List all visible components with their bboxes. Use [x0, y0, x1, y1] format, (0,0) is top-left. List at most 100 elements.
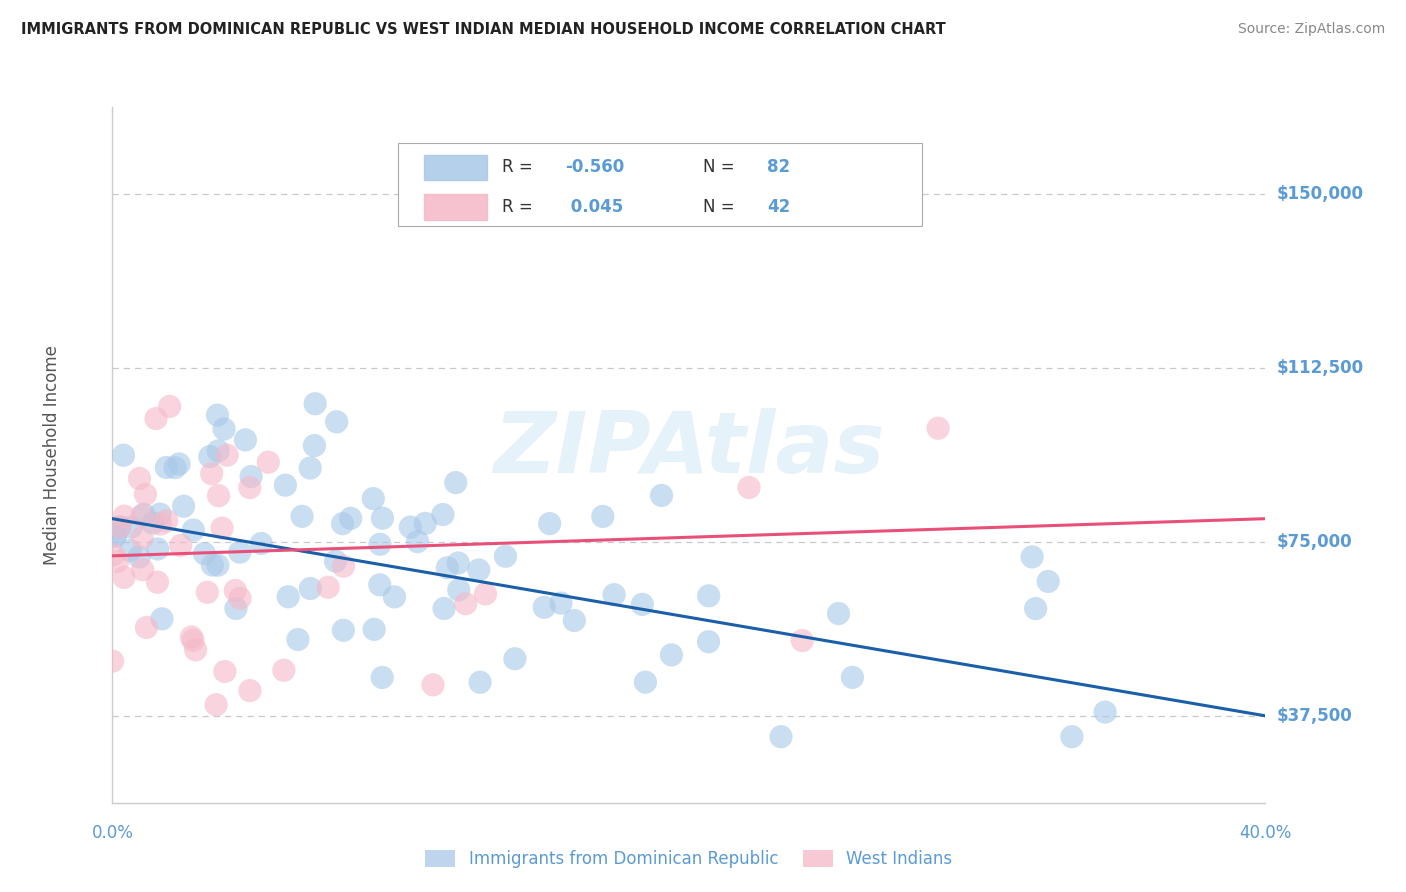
Text: N =: N =	[703, 159, 740, 177]
Point	[128, 549, 150, 564]
Point	[1060, 730, 1083, 744]
Point	[159, 400, 181, 414]
Point	[304, 397, 326, 411]
Point	[603, 588, 626, 602]
Point	[1094, 705, 1116, 719]
Point	[332, 624, 354, 638]
Point	[108, 520, 131, 534]
Point	[131, 563, 153, 577]
Point	[212, 422, 235, 436]
Point	[229, 591, 252, 606]
Point	[217, 448, 239, 462]
Point	[184, 643, 207, 657]
Point	[257, 455, 280, 469]
Point	[229, 545, 252, 559]
Point	[316, 580, 339, 594]
Point	[273, 663, 295, 677]
Point	[299, 461, 322, 475]
Point	[384, 590, 406, 604]
Point	[235, 433, 257, 447]
Legend: Immigrants from Dominican Republic, West Indians: Immigrants from Dominican Republic, West…	[419, 843, 959, 874]
Point	[447, 582, 470, 597]
Point	[239, 481, 262, 495]
Point	[107, 555, 129, 569]
Point	[697, 634, 720, 648]
Point	[103, 548, 125, 562]
Point	[592, 509, 614, 524]
Point	[447, 556, 470, 570]
Point	[149, 507, 172, 521]
Point	[769, 730, 792, 744]
Point	[104, 527, 127, 541]
Text: Source: ZipAtlas.com: Source: ZipAtlas.com	[1237, 22, 1385, 37]
Point	[274, 478, 297, 492]
Point	[406, 534, 429, 549]
Point	[240, 469, 263, 483]
Point	[142, 516, 165, 530]
Point	[207, 444, 229, 458]
Point	[827, 607, 849, 621]
Point	[792, 633, 814, 648]
Point	[146, 575, 169, 590]
Point	[468, 675, 491, 690]
Point	[207, 489, 229, 503]
Point	[432, 508, 454, 522]
Text: ZIPAtlas: ZIPAtlas	[494, 408, 884, 491]
Text: $150,000: $150,000	[1277, 185, 1364, 203]
Text: $112,500: $112,500	[1277, 359, 1364, 377]
Point	[201, 467, 224, 481]
Point	[134, 487, 156, 501]
Point	[112, 448, 135, 462]
Point	[225, 601, 247, 615]
Point	[131, 531, 153, 545]
Point	[112, 570, 135, 584]
Point	[304, 439, 326, 453]
Point	[131, 508, 153, 523]
Point	[697, 589, 720, 603]
Point	[156, 514, 179, 528]
Point	[361, 491, 384, 506]
Point	[108, 520, 131, 534]
Point	[183, 523, 205, 537]
Point	[325, 415, 347, 429]
Point	[631, 598, 654, 612]
Point	[454, 597, 477, 611]
Point	[149, 516, 172, 531]
Point	[193, 547, 215, 561]
Text: $75,000: $75,000	[1277, 533, 1353, 551]
Text: -0.560: -0.560	[565, 159, 624, 177]
Point	[198, 450, 221, 464]
Point	[201, 558, 224, 572]
FancyBboxPatch shape	[398, 143, 922, 227]
Bar	[423, 154, 486, 180]
Point	[368, 578, 391, 592]
Point	[332, 559, 354, 574]
Point	[287, 632, 309, 647]
Text: Median Household Income: Median Household Income	[42, 345, 60, 565]
Point	[205, 698, 228, 712]
Point	[239, 683, 262, 698]
Point	[339, 511, 361, 525]
Point	[135, 620, 157, 634]
Point	[738, 481, 761, 495]
Point	[1036, 574, 1059, 589]
Bar	[423, 194, 486, 219]
Point	[371, 511, 394, 525]
Point	[436, 561, 458, 575]
Point	[1025, 601, 1047, 615]
Point	[132, 507, 155, 521]
Text: 0.045: 0.045	[565, 198, 623, 216]
Point	[399, 520, 422, 534]
Point	[181, 633, 204, 648]
Text: R =: R =	[502, 159, 537, 177]
Point	[214, 665, 236, 679]
Point	[145, 411, 167, 425]
Text: 40.0%: 40.0%	[1239, 823, 1292, 842]
Point	[538, 516, 561, 531]
Point	[841, 670, 863, 684]
Point	[503, 651, 526, 665]
Text: IMMIGRANTS FROM DOMINICAN REPUBLIC VS WEST INDIAN MEDIAN HOUSEHOLD INCOME CORREL: IMMIGRANTS FROM DOMINICAN REPUBLIC VS WE…	[21, 22, 946, 37]
Point	[533, 600, 555, 615]
Text: 0.0%: 0.0%	[91, 823, 134, 842]
Point	[299, 582, 322, 596]
